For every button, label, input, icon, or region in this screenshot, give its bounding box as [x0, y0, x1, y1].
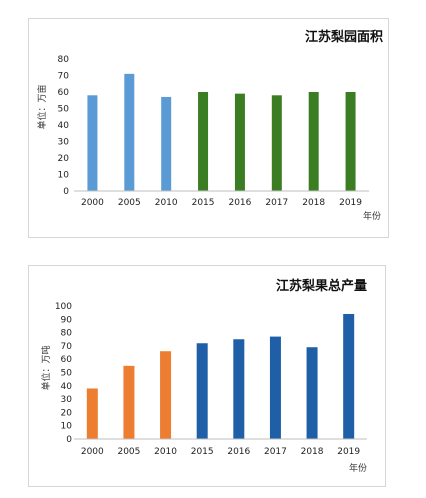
y-tick-label: 10	[58, 171, 70, 181]
y-tick-label: 10	[61, 422, 73, 432]
y-tick-label: 30	[61, 395, 73, 405]
x-tick-label: 2018	[302, 198, 325, 208]
y-tick-label: 30	[58, 138, 70, 148]
x-tick-label: 2017	[265, 198, 288, 208]
x-tick-label: 2000	[81, 447, 104, 457]
bar-2017	[269, 336, 281, 439]
bar-2010	[160, 351, 172, 439]
y-tick-label: 80	[58, 55, 70, 65]
x-tick-label: 2016	[227, 447, 250, 457]
y-tick-label: 40	[58, 121, 70, 131]
bar-2016	[234, 93, 245, 191]
x-tick-label: 2018	[301, 447, 324, 457]
bar-2015	[198, 92, 209, 191]
x-tick-label: 2010	[154, 447, 177, 457]
y-tick-label: 50	[58, 105, 70, 115]
y-tick-label: 100	[55, 302, 72, 312]
x-tick-label: 2015	[192, 198, 215, 208]
x-tick-label: 2000	[81, 198, 104, 208]
bar-2000	[87, 95, 98, 191]
x-tick-label: 2019	[337, 447, 360, 457]
bar-2010	[161, 96, 172, 191]
y-tick-label: 20	[58, 154, 70, 164]
bar-2019	[343, 313, 355, 439]
y-tick-label: 50	[61, 369, 73, 379]
y-tick-label: 60	[58, 88, 70, 98]
x-axis-label: 年份	[349, 462, 367, 474]
bar-2019	[345, 92, 356, 191]
bar-2000	[86, 388, 98, 439]
x-tick-label: 2015	[191, 447, 214, 457]
x-tick-label: 2017	[264, 447, 287, 457]
y-tick-label: 0	[66, 435, 72, 445]
x-tick-label: 2005	[117, 447, 140, 457]
chart-title: 江苏梨园面积	[305, 29, 383, 45]
bar-2018	[306, 347, 318, 439]
x-tick-label: 2019	[339, 198, 362, 208]
y-axis-label: 单位：万吨	[40, 345, 52, 390]
y-tick-label: 90	[61, 315, 73, 325]
bar-2017	[271, 95, 282, 191]
y-tick-label: 70	[58, 72, 70, 82]
y-tick-label: 60	[61, 355, 73, 365]
y-tick-label: 20	[61, 408, 73, 418]
y-axis-label: 单位：万亩	[36, 84, 48, 129]
area-chart-panel: 江苏梨园面积 0 10 20 30 40 50 60 70 80 2000 2005 2010 201…	[28, 18, 389, 238]
y-tick-label: 80	[61, 329, 73, 339]
chart-title: 江苏梨果总产量	[276, 278, 367, 294]
x-tick-label: 2005	[118, 198, 141, 208]
bar-2016	[233, 339, 245, 439]
production-chart: 江苏梨果总产量 0 10 20 30 40 50 60 70 80 90 100 2000 2005 2…	[40, 278, 367, 474]
bar-2015	[196, 343, 208, 439]
y-tick-label: 40	[61, 382, 73, 392]
bar-2005	[123, 365, 135, 439]
x-tick-label: 2016	[228, 198, 251, 208]
x-axis-label: 年份	[363, 210, 381, 222]
y-tick-label: 70	[61, 342, 73, 352]
production-chart-panel: 江苏梨果总产量 0 10 20 30 40 50 60 70 80 90 100 2000 2005 2…	[28, 265, 386, 487]
y-tick-label: 0	[63, 187, 69, 197]
x-tick-label: 2010	[155, 198, 178, 208]
bar-2005	[124, 73, 135, 191]
bar-2018	[308, 92, 319, 191]
area-chart: 江苏梨园面积 0 10 20 30 40 50 60 70 80 2000 2005 2010 201…	[36, 29, 383, 222]
